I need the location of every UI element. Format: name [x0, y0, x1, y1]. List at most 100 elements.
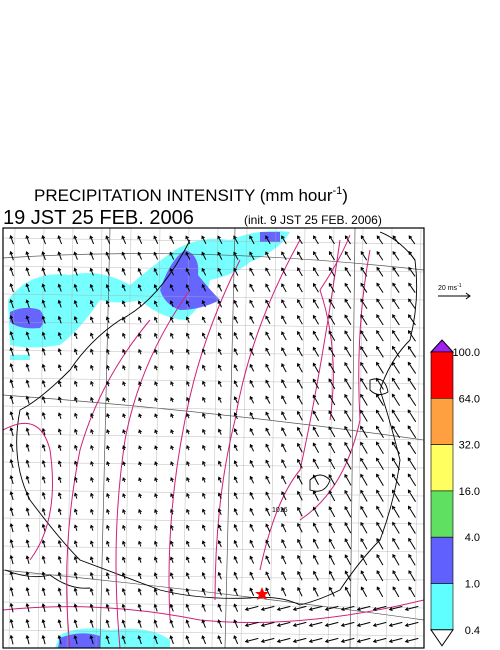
grid-line [3, 629, 424, 637]
wind-arrow [312, 506, 319, 517]
wind-arrow [138, 332, 142, 339]
wind-arrow [105, 316, 110, 323]
wind-arrow [9, 411, 14, 421]
wind-arrow [25, 347, 30, 356]
wind-arrow [360, 235, 368, 245]
wind-arrow [249, 571, 255, 580]
grid-line [153, 228, 161, 648]
wind-arrow [9, 554, 14, 565]
wind-arrow [73, 251, 78, 260]
wind-arrow [25, 395, 30, 404]
wind-arrow [106, 396, 110, 403]
contour-label: 1016 [272, 507, 288, 514]
wind-arrow [73, 267, 78, 276]
wind-arrow [281, 523, 287, 533]
wind-arrow [121, 572, 126, 580]
wind-arrow [328, 522, 336, 534]
wind-arrow [360, 505, 368, 518]
wind-arrow [281, 267, 287, 277]
wind-arrow [408, 235, 416, 245]
wind-arrow [90, 412, 94, 419]
wind-arrow [57, 619, 62, 629]
wind-arrow [392, 282, 400, 293]
wind-arrow [281, 555, 287, 565]
wind-arrow [344, 425, 352, 438]
wind-arrow [313, 570, 319, 581]
wind-arrow [122, 524, 126, 531]
wind-arrow [233, 619, 239, 629]
wind-arrow [392, 266, 400, 277]
wind-arrow [233, 492, 238, 500]
wind-arrow [57, 523, 62, 532]
colorbar-label: 32.0 [459, 440, 480, 452]
wind-arrow [244, 621, 259, 627]
wind-arrow [391, 457, 401, 471]
wind-arrow [105, 300, 110, 308]
wind-arrow [217, 635, 223, 645]
wind-arrow [121, 267, 126, 276]
wind-arrow [9, 522, 14, 533]
wind-arrow [328, 554, 335, 565]
wind-arrow [202, 380, 206, 387]
wind-arrow [73, 283, 78, 292]
wind-arrow [249, 283, 255, 292]
wind-arrow [297, 283, 303, 293]
wind-arrow [73, 571, 78, 580]
wind-arrow [154, 445, 158, 451]
wind-arrow [170, 348, 174, 355]
wind-arrow [340, 637, 355, 643]
wind-arrow [260, 605, 275, 611]
wind-arrow [41, 459, 46, 468]
wind-arrow [265, 507, 271, 516]
wind-arrow [90, 476, 94, 483]
wind-arrow [312, 282, 319, 293]
wind-arrow [392, 235, 400, 245]
wind-arrow [41, 379, 46, 388]
wind-arrow [9, 618, 14, 629]
wind-arrow [41, 363, 46, 372]
wind-arrow [392, 586, 400, 598]
wind-arrow [233, 267, 239, 276]
wind-arrow [340, 621, 355, 627]
wind-arrow [407, 473, 417, 487]
wind-arrow [9, 427, 14, 437]
wind-arrow [344, 489, 352, 502]
wind-arrow [9, 315, 14, 325]
wind-arrow [344, 282, 352, 293]
grid-line [3, 349, 424, 357]
wind-arrow [356, 637, 371, 643]
wind-arrow [9, 491, 14, 501]
wind-arrow [9, 250, 14, 261]
wind-arrow [138, 493, 142, 499]
wind-arrow [328, 282, 336, 293]
wind-arrow [340, 605, 355, 611]
wind-arrow [57, 412, 62, 419]
wind-arrow [202, 460, 206, 467]
wind-arrow [185, 619, 190, 628]
wind-arrow [154, 461, 158, 467]
wind-arrow [276, 605, 291, 611]
wind-arrow [89, 300, 94, 308]
wind-arrow [73, 332, 78, 340]
wind-arrow [138, 364, 142, 371]
wind-arrow [201, 571, 206, 580]
wind-arrow [25, 555, 30, 564]
wind-arrow [281, 379, 287, 389]
wind-arrow [356, 621, 371, 627]
colorbar-segment [430, 490, 454, 538]
wind-arrow [276, 637, 291, 643]
wind-arrow [41, 571, 46, 580]
wind-arrow [233, 380, 238, 388]
wind-arrow [9, 282, 14, 293]
wind-arrow [25, 251, 30, 261]
wind-arrow [170, 461, 174, 467]
wind-arrow [185, 235, 191, 244]
wind-arrow [391, 473, 400, 487]
wind-arrow [137, 300, 142, 308]
wind-arrow [249, 539, 255, 548]
wind-arrow [344, 235, 351, 245]
colorbar-segment [430, 536, 454, 584]
wind-arrow [122, 508, 126, 515]
wind-arrow [391, 393, 401, 406]
